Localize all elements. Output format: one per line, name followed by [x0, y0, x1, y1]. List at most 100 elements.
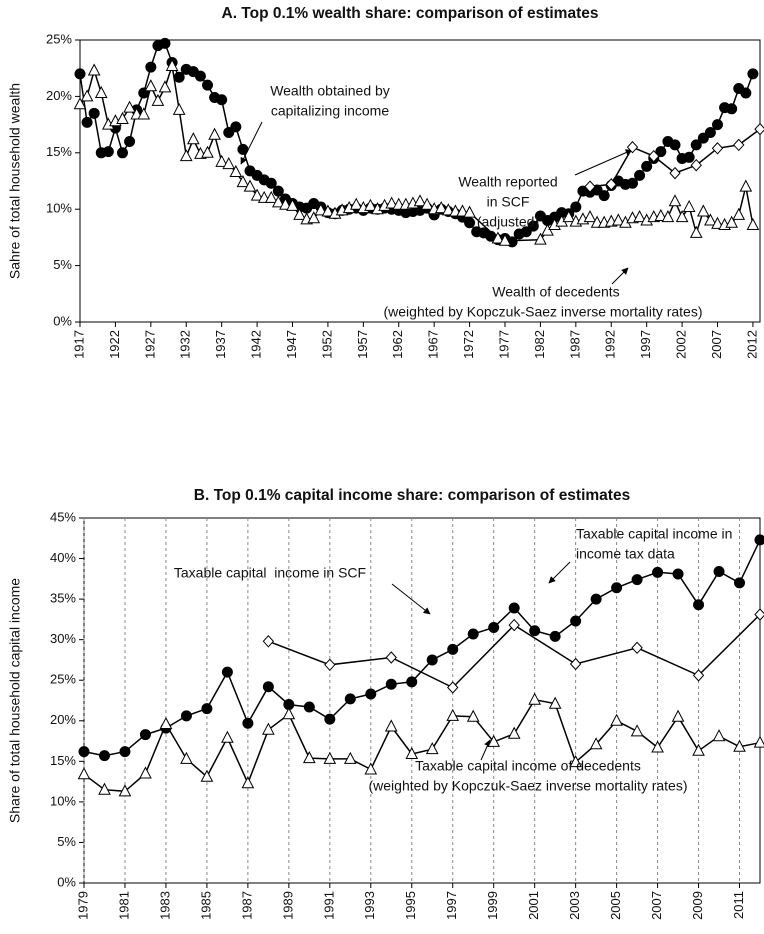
x-tick-label: 1987: [239, 891, 254, 920]
point: [123, 100, 136, 113]
x-tick-label: 1977: [496, 330, 511, 359]
point: [151, 93, 165, 106]
point: [627, 177, 638, 189]
point: [201, 703, 213, 715]
point: [713, 566, 725, 578]
point: [385, 196, 398, 209]
point: [675, 210, 689, 223]
y-tick-label: 20%: [46, 88, 72, 103]
series: [78, 534, 764, 762]
annotation: Wealth obtained by: [270, 83, 390, 99]
point: [201, 145, 214, 158]
arrow: [574, 149, 633, 176]
point: [697, 204, 710, 217]
point: [641, 160, 653, 172]
point: [194, 70, 206, 82]
x-tick-label: 2011: [731, 891, 746, 919]
point: [442, 203, 455, 216]
point: [570, 615, 582, 627]
point: [262, 722, 275, 735]
point: [272, 195, 285, 208]
point: [364, 198, 377, 211]
point: [631, 574, 643, 586]
y-tick-label: 5%: [57, 834, 76, 849]
point: [250, 188, 264, 201]
x-tick-label: 2009: [690, 891, 705, 920]
point: [652, 566, 664, 578]
point: [236, 175, 250, 188]
point: [651, 740, 664, 753]
point: [279, 197, 292, 210]
x-tick-label: 1995: [403, 891, 418, 920]
point: [139, 766, 152, 779]
point: [590, 593, 602, 605]
point: [159, 37, 171, 49]
point: [420, 197, 434, 210]
x-tick-label: 1982: [532, 330, 547, 359]
x-tick-label: 1922: [107, 330, 122, 359]
arrow: [240, 121, 263, 165]
point: [630, 724, 644, 737]
x-tick-label: 1992: [603, 330, 618, 359]
point: [413, 194, 427, 207]
point: [683, 151, 695, 163]
y-tick-label: 40%: [50, 550, 76, 565]
point: [426, 654, 438, 666]
point: [262, 635, 275, 648]
point: [242, 717, 254, 729]
point: [734, 577, 746, 589]
point: [80, 89, 94, 102]
point: [230, 121, 242, 133]
point: [690, 158, 702, 172]
y-tick-label: 45%: [50, 509, 76, 524]
y-tick-label: 10%: [46, 201, 72, 216]
point: [697, 132, 709, 144]
point: [119, 746, 131, 758]
x-tick-label: 1932: [178, 330, 193, 359]
point: [507, 726, 521, 739]
y-tick-label: 20%: [50, 712, 76, 727]
point: [364, 762, 378, 775]
point: [159, 716, 173, 730]
point: [406, 676, 418, 688]
y-tick-label: 10%: [50, 793, 76, 808]
point: [237, 143, 249, 155]
point: [200, 769, 214, 782]
point: [605, 178, 617, 191]
point: [754, 534, 764, 546]
point: [528, 692, 541, 705]
arrow: [611, 267, 629, 285]
y-tick-label: 15%: [46, 144, 72, 159]
y-tick-label: 0%: [57, 874, 76, 889]
point: [264, 190, 278, 203]
point: [118, 784, 132, 797]
point: [241, 776, 255, 789]
point: [208, 127, 221, 140]
point: [669, 139, 681, 151]
point: [324, 658, 336, 672]
annotation: Wealth of decedents: [492, 284, 619, 300]
x-tick-label: 1993: [362, 891, 377, 920]
x-tick-label: 2007: [709, 330, 724, 359]
x-tick-label: 1983: [157, 891, 172, 920]
point: [491, 231, 505, 244]
point: [303, 701, 315, 713]
point: [94, 85, 108, 99]
x-tick-label: 1997: [638, 330, 653, 359]
point: [692, 669, 705, 682]
point: [144, 79, 158, 92]
point: [456, 204, 469, 217]
y-tick-label: 0%: [53, 313, 72, 328]
point: [87, 63, 101, 76]
y-tick-label: 5%: [53, 257, 72, 272]
x-tick-label: 2005: [608, 891, 623, 920]
point: [215, 154, 228, 167]
point: [726, 103, 738, 115]
point: [405, 746, 419, 760]
point: [712, 119, 723, 131]
point: [172, 102, 186, 115]
point: [324, 713, 336, 725]
point: [116, 111, 129, 124]
point: [529, 625, 541, 637]
x-tick-label: 1962: [390, 330, 405, 359]
